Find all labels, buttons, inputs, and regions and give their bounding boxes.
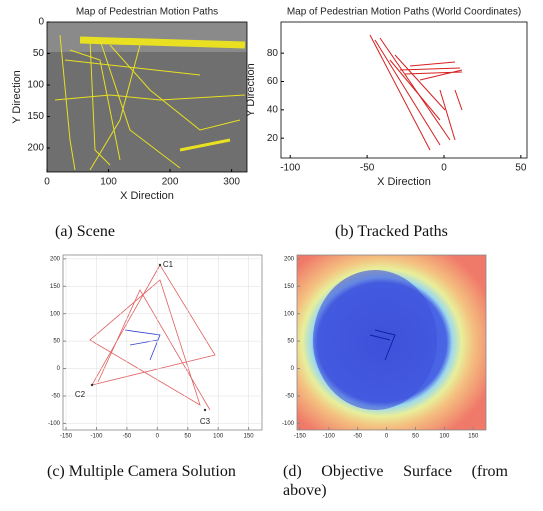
y-tick-label: -50 [51, 394, 60, 400]
x-tick-label: 300 [223, 177, 240, 188]
y-tick-label: 20 [267, 133, 279, 144]
x-tick-label: 0 [441, 163, 447, 174]
x-tick-label: -50 [123, 434, 132, 440]
figure-graphics: 0100200300050100150200Map of Pedestrian … [0, 0, 543, 511]
y-tick-label: 50 [287, 339, 294, 345]
x-tick-label: 50 [515, 163, 527, 174]
y-tick-label: 100 [284, 311, 295, 317]
x-tick-label: 50 [184, 434, 191, 440]
x-tick-label: -150 [294, 434, 307, 440]
y-tick-label: 60 [267, 76, 279, 87]
y-tick-label: 80 [267, 48, 279, 59]
y-tick-label: 150 [50, 284, 61, 290]
subfigure-caption: (b) Tracked Paths [335, 222, 515, 241]
y-tick-label: 150 [27, 111, 44, 122]
x-tick-label: -50 [360, 163, 375, 174]
x-tick-label: -50 [353, 434, 362, 440]
x-tick-label: 100 [213, 434, 224, 440]
tracked-paths [370, 35, 462, 150]
x-tick-label: 100 [100, 177, 117, 188]
y-tick-label: 40 [267, 104, 279, 115]
y-tick-label: 200 [50, 256, 61, 262]
x-tick-label: -100 [323, 434, 336, 440]
camera-marker [91, 384, 93, 386]
x-tick-label: -150 [60, 434, 73, 440]
x-tick-label: 200 [162, 177, 179, 188]
y-tick-label: 200 [27, 143, 44, 154]
y-tick-label: -100 [48, 421, 61, 427]
x-tick-label: 150 [244, 434, 255, 440]
x-tick-label: -100 [90, 434, 103, 440]
camera-marker [159, 264, 161, 266]
y-axis-label: Y Direction [11, 70, 23, 124]
plot-frame [63, 255, 262, 430]
camera-label: C3 [200, 417, 211, 426]
x-axis-label: X Direction [377, 176, 431, 188]
objective-minimum [313, 270, 437, 410]
subfigure-caption: (c) Multiple Camera Solution [47, 462, 272, 481]
y-tick-label: 100 [50, 311, 61, 317]
y-tick-label: 100 [27, 80, 44, 91]
y-tick-label: 50 [53, 339, 60, 345]
camera-label: C1 [163, 260, 174, 269]
x-tick-label: 150 [468, 434, 479, 440]
x-tick-label: 0 [385, 434, 389, 440]
camera-geometry [90, 265, 215, 410]
y-axis-label: Y Direction [245, 63, 257, 117]
y-tick-label: 150 [284, 284, 295, 290]
x-axis-label: X Direction [120, 190, 174, 202]
y-tick-label: 0 [57, 366, 61, 372]
camera-marker [204, 409, 206, 411]
x-tick-label: -100 [280, 163, 300, 174]
camera-label: C2 [75, 390, 86, 399]
y-tick-label: -100 [282, 421, 295, 427]
x-tick-label: 0 [156, 434, 160, 440]
plot-frame [281, 22, 527, 158]
y-tick-label: 0 [291, 366, 295, 372]
x-tick-label: 50 [412, 434, 419, 440]
figure: 0100200300050100150200Map of Pedestrian … [0, 0, 543, 511]
subfigure-caption: (d) Objective Surface (from above) [283, 462, 508, 500]
chart-title: Map of Pedestrian Motion Paths [76, 7, 218, 18]
chart-title: Map of Pedestrian Motion Paths (World Co… [287, 7, 521, 18]
page: 0100200300050100150200Map of Pedestrian … [0, 0, 543, 511]
x-tick-label: 0 [44, 177, 50, 188]
y-tick-label: 0 [38, 17, 44, 28]
subfigure-caption: (a) Scene [55, 222, 235, 241]
y-tick-label: 50 [33, 48, 45, 59]
y-tick-label: 200 [284, 256, 295, 262]
y-tick-label: -50 [285, 394, 294, 400]
x-tick-label: 100 [439, 434, 450, 440]
